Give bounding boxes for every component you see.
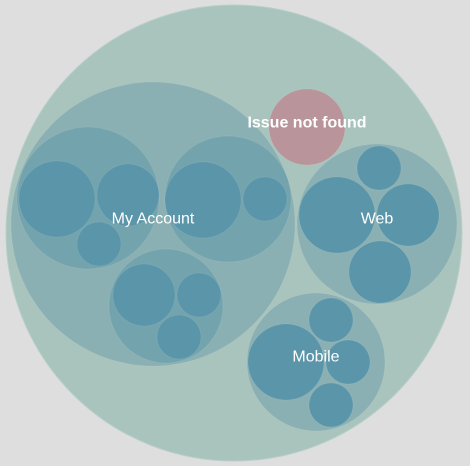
- leaf-bubble[interactable]: [308, 297, 354, 343]
- leaf-bubble[interactable]: [356, 145, 402, 191]
- leaf-bubble[interactable]: [325, 339, 371, 385]
- leaf-bubble[interactable]: [76, 221, 122, 267]
- leaf-bubble[interactable]: [376, 183, 440, 247]
- group-label-issue-not-found: Issue not found: [247, 115, 366, 132]
- leaf-bubble[interactable]: [242, 176, 288, 222]
- leaf-bubble[interactable]: [298, 176, 376, 254]
- leaf-bubble[interactable]: [112, 263, 176, 327]
- leaf-bubble[interactable]: [247, 323, 325, 401]
- leaf-bubble[interactable]: [18, 160, 96, 238]
- group-label-web: Web: [361, 211, 394, 228]
- leaf-bubble[interactable]: [164, 161, 242, 239]
- group-bubble-issue-not-found[interactable]: [268, 88, 346, 166]
- leaf-bubble[interactable]: [348, 240, 412, 304]
- group-label-mobile: Mobile: [292, 349, 339, 366]
- leaf-bubble[interactable]: [308, 382, 354, 428]
- leaf-bubble[interactable]: [176, 272, 222, 318]
- group-label-my-account: My Account: [112, 211, 195, 228]
- leaf-bubble[interactable]: [96, 163, 160, 227]
- leaf-bubble[interactable]: [156, 314, 202, 360]
